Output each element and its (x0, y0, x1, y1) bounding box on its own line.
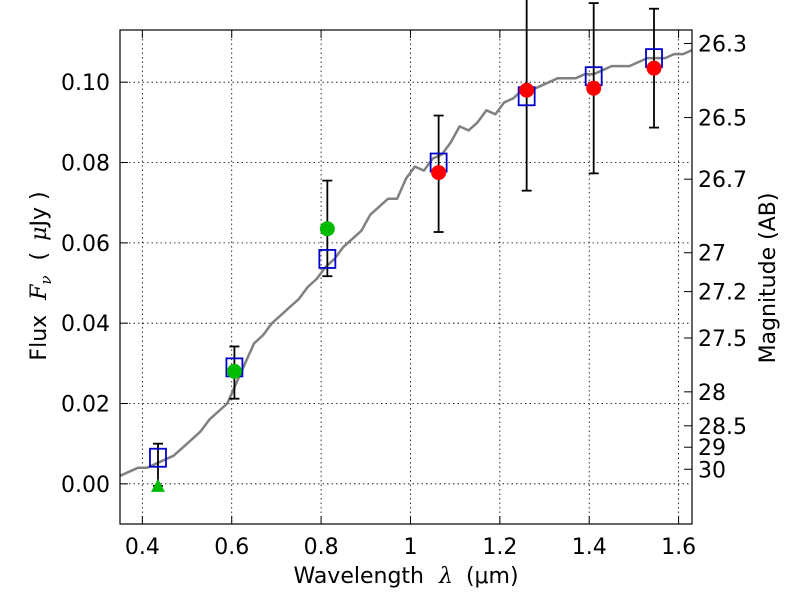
x-tick-label: 0.6 (214, 535, 249, 560)
grid-lines (120, 30, 692, 524)
y-axis-label-text: Flux (27, 315, 52, 361)
data-points-layer (149, 0, 663, 492)
y-tick-label: 0.04 (61, 312, 110, 337)
magnitude-tick-label: 27.5 (698, 327, 747, 352)
y-tick-label: 0.02 (61, 393, 110, 418)
upper-limit-marker (150, 478, 165, 492)
y-tick-label: 0.00 (61, 473, 110, 498)
magnitude-tick-label: 26.7 (698, 168, 747, 193)
x-axis-label-symbol: λ (438, 564, 453, 589)
tick-labels: 0.4 0.6 0.8 1 1.2 1.4 1.6 0.00 0.02 0.04 0.06 0.08 0… (61, 32, 747, 560)
detection-marker (586, 80, 602, 96)
y-axis-label-unit-mu: μ (27, 227, 52, 241)
model-spectrum-line (119, 48, 693, 477)
magnitude-tick-label: 26.5 (698, 107, 747, 132)
green-point-marker (319, 221, 335, 237)
magnitude-tick-label: 29 (698, 436, 726, 461)
detection-marker (519, 82, 535, 98)
x-tick-label: 0.4 (125, 535, 160, 560)
plot-frame (119, 29, 693, 525)
magnitude-tick-label: 30 (698, 458, 726, 483)
axis-ticks (120, 30, 692, 524)
detection-marker (431, 165, 447, 181)
x-tick-label: 1 (403, 535, 417, 560)
x-tick-label: 0.8 (304, 535, 339, 560)
model-photometry-square (149, 447, 167, 468)
x-axis-label-text: Wavelength (293, 564, 424, 589)
x-tick-label: 1.2 (482, 535, 517, 560)
y-axis-label-unit-open: ( (27, 252, 52, 261)
y-tick-label: 0.06 (61, 232, 110, 257)
magnitude-tick-label: 26.3 (698, 32, 747, 57)
x-tick-label: 1.6 (661, 535, 696, 560)
y-axis-label-symbol: F (27, 284, 52, 301)
green-point-marker (226, 363, 242, 379)
x-tick-label: 1.4 (572, 535, 607, 560)
model-photometry-square (318, 249, 337, 269)
x-axis-label: Wavelength λ (μm) (293, 564, 518, 589)
x-axis-label-unit: (μm) (466, 564, 519, 589)
model-spectrum-layer (119, 48, 693, 477)
magnitude-tick-label: 28 (698, 381, 726, 406)
y-tick-label: 0.10 (61, 71, 110, 96)
magnitude-axis-label: Magnitude (AB) (756, 193, 781, 364)
y-axis-label: Flux Fν ( μJy ) (27, 191, 57, 360)
y-axis-label-subscript: ν (37, 275, 55, 284)
y-tick-label: 0.08 (61, 152, 110, 177)
magnitude-tick-label: 27 (698, 242, 726, 267)
magnitude-tick-label: 27.2 (698, 281, 747, 306)
detection-marker (646, 60, 662, 76)
magnitude-tick-label: 28.5 (698, 415, 747, 440)
y-axis-label-unit-rest: Jy ) (27, 191, 52, 228)
